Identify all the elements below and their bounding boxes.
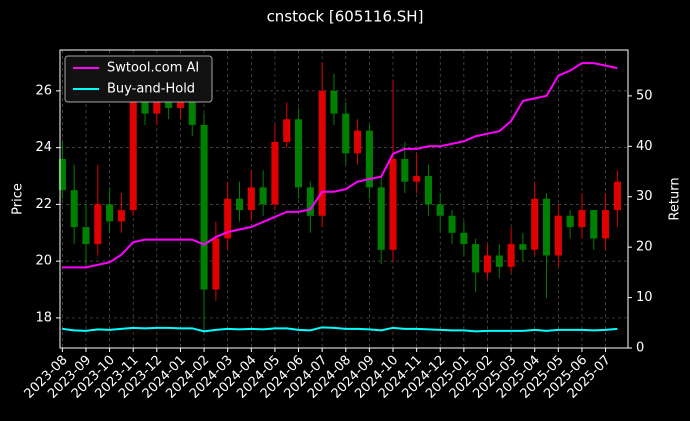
candle-body: [602, 210, 610, 239]
candle-body: [389, 158, 397, 250]
candle-body: [259, 187, 267, 205]
candle-body: [188, 102, 196, 125]
candle-body: [306, 187, 314, 216]
candle-body: [495, 255, 503, 267]
y2-tick-label: 20: [636, 240, 653, 255]
candle-body: [472, 244, 480, 273]
candle-body: [542, 198, 551, 256]
y2-tick-label: 10: [636, 290, 653, 305]
candle-body: [318, 90, 326, 216]
legend-label: Buy-and-Hold: [107, 82, 195, 97]
candle-body: [401, 158, 409, 182]
legend: Swtool.com AI Buy-and-Hold: [64, 55, 213, 103]
y2-tick-label: 30: [636, 189, 653, 204]
candle-body: [224, 198, 232, 239]
candle-body: [117, 210, 125, 222]
y-tick-label: 20: [35, 254, 52, 269]
candle-body: [365, 130, 373, 188]
candle-body: [578, 210, 586, 228]
candle-body: [200, 124, 208, 290]
candle-body: [566, 215, 574, 228]
candle-body: [519, 244, 527, 250]
candle-body: [330, 90, 338, 114]
candle-body: [82, 227, 90, 245]
y-axis-label: Price: [11, 183, 26, 215]
candle-body: [424, 176, 432, 205]
candle-body: [70, 190, 78, 228]
candle-body: [507, 244, 515, 267]
chart-title: cnstock [605116.SH]: [267, 8, 424, 26]
candle-body: [436, 204, 444, 216]
candle-body: [460, 232, 468, 245]
candle-body: [613, 181, 621, 211]
candle-body: [294, 119, 303, 188]
y-tick-label: 18: [35, 310, 52, 325]
candle-body: [377, 187, 385, 250]
candle-body: [448, 215, 456, 233]
y2-tick-label: 50: [636, 88, 653, 103]
plot-frame: [59, 49, 629, 349]
candle-body: [283, 119, 291, 142]
candle-body: [129, 102, 137, 211]
candle-body: [483, 255, 492, 273]
candle-body: [212, 238, 220, 290]
candle-body: [106, 204, 114, 222]
candle-body: [554, 215, 562, 256]
return-line: [62, 62, 618, 269]
y2-tick-label: 0: [636, 341, 644, 356]
return-line: [62, 326, 618, 333]
candle-body: [531, 198, 539, 250]
candle-body: [342, 113, 350, 154]
y-tick-label: 26: [35, 83, 52, 98]
candle-body: [271, 141, 279, 205]
legend-box: [64, 55, 213, 103]
candle-body: [247, 187, 255, 211]
candle-body: [141, 102, 149, 114]
candle-body: [235, 198, 244, 211]
candle-body: [153, 96, 161, 114]
y-tick-label: 24: [35, 140, 52, 155]
candle-body: [58, 158, 66, 191]
y-tick-label: 22: [35, 197, 52, 212]
y2-tick-label: 40: [636, 139, 653, 154]
y2-axis-label: Return: [668, 177, 683, 220]
candle-body: [413, 176, 421, 182]
candle-body: [590, 210, 598, 239]
candle-body: [176, 102, 184, 108]
candle-body: [354, 130, 362, 154]
candle-body: [94, 204, 102, 245]
legend-label: Swtool.com AI: [107, 61, 199, 76]
